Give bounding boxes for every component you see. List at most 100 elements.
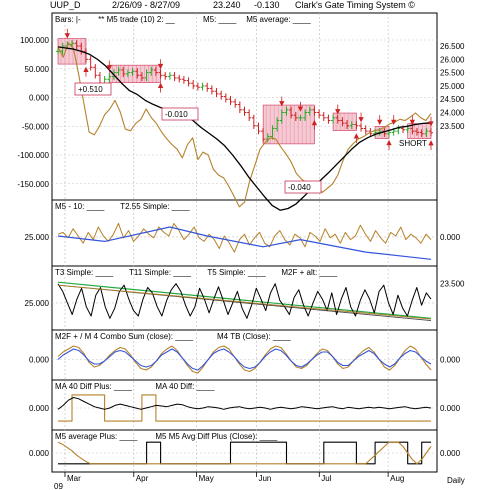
t3-legend-2: T11 Simple: ____ <box>129 268 192 277</box>
price-bar-25 <box>167 72 172 80</box>
price-bar-24 <box>163 72 168 80</box>
price-bar-46 <box>265 133 270 143</box>
trade-box-3 <box>262 104 315 145</box>
price-right-tick-5: 24.500 <box>440 95 465 104</box>
price-bar-80 <box>424 127 429 137</box>
price-legend-3: M5: ____ <box>203 15 237 24</box>
sell-arrow-8 <box>377 115 383 126</box>
m4-tb-line <box>57 348 432 371</box>
price-bar-7 <box>83 48 88 63</box>
price-bar-67 <box>363 125 368 135</box>
price-bar-57 <box>317 109 322 119</box>
m5-line <box>57 42 432 208</box>
panel-frame-2 <box>51 199 438 267</box>
price-bar-33 <box>205 82 210 92</box>
t3-left-tick-1: 25.000 <box>25 299 50 308</box>
m2f-legend-1: M2F + / M 4 Combo Sum (close): ____ <box>55 332 194 341</box>
price-bar-31 <box>195 82 200 91</box>
price-bar-56 <box>312 106 317 116</box>
ma40-legend-2: MA 40 Diff: ____ <box>155 382 215 391</box>
price-left-tick-2: 50.000 <box>25 65 50 74</box>
price-bar-12 <box>107 73 112 83</box>
price-right-tick-7: 23.500 <box>440 122 465 131</box>
price-bar-27 <box>177 74 182 83</box>
cover-arrow-3 <box>311 119 318 130</box>
ma40-diff-plus-line <box>58 394 431 422</box>
m5avgplus-left-tick-1: 0.000 <box>29 449 50 458</box>
m5-10-line <box>57 222 432 253</box>
orange-trend-line <box>57 284 432 320</box>
m5avgplus-right-tick-1: 0.000 <box>440 449 461 458</box>
price-legend-2: ** M5 trade (10) 2: __ <box>98 15 175 24</box>
t3-legend-4: M2F + alt: ____ <box>281 268 337 277</box>
m2f-right-tick-1: 0.000 <box>440 356 461 365</box>
m2f-legend-2: M4 TB (Close): ____ <box>217 332 291 341</box>
price-bar-20 <box>144 69 149 82</box>
price-bar-15 <box>121 66 126 78</box>
price-bar-28 <box>181 76 186 84</box>
month-label-4: Jun <box>258 474 271 483</box>
price-bar-39 <box>233 98 238 108</box>
price-bar-38 <box>228 96 233 106</box>
price-right-tick-3: 25.500 <box>440 69 465 78</box>
price-bar-5 <box>74 40 79 50</box>
ma40-legend-1: MA 40 Diff Plus: ____ <box>55 382 132 391</box>
ma40-right-tick-1: 0.000 <box>440 404 461 413</box>
price-bar-59 <box>326 114 331 124</box>
cover-arrow-1 <box>83 66 89 77</box>
header-date-range: 2/26/09 - 8/27/09 <box>112 0 181 10</box>
price-bar-34 <box>209 85 214 95</box>
header-system: Clark's Gate Timing System © <box>295 0 415 10</box>
t3-right-tick-1: 23.500 <box>440 280 465 289</box>
price-bar-40 <box>237 101 242 114</box>
price-bar-42 <box>247 109 252 122</box>
price-right-tick-2: 26.000 <box>440 55 465 64</box>
price-bar-9 <box>93 64 98 79</box>
month-label-6: Aug <box>390 474 404 483</box>
price-bar-37 <box>223 93 228 103</box>
combo-sum-line <box>57 345 432 374</box>
cover-arrow-4 <box>353 133 360 144</box>
price-right-tick-4: 25.000 <box>440 82 465 91</box>
price-bar-81 <box>429 127 433 136</box>
annotation-2: -0.010 <box>165 110 188 119</box>
cover-arrow-6 <box>428 140 434 151</box>
month-label-5: Jul <box>321 474 331 483</box>
price-bar-30 <box>191 80 196 90</box>
t3-line <box>57 283 432 319</box>
price-bar-36 <box>219 90 224 100</box>
sell-arrow-4 <box>279 96 285 107</box>
price-bar-54 <box>303 109 308 122</box>
price-bar-74 <box>396 125 401 135</box>
price-bar-51 <box>289 106 294 119</box>
price-bar-19 <box>139 72 144 82</box>
price-bar-64 <box>349 121 354 129</box>
price-bar-45 <box>261 127 266 143</box>
price-bar-21 <box>149 66 154 76</box>
price-bar-79 <box>419 129 424 137</box>
price-bar-14 <box>116 66 121 76</box>
period-label: Daily <box>447 476 465 485</box>
sell-arrow-11 <box>428 116 434 127</box>
annotation-3: -0.040 <box>288 183 311 192</box>
price-bar-47 <box>270 125 275 140</box>
price-right-tick-1: 26.500 <box>440 42 465 51</box>
price-bar-22 <box>153 66 158 76</box>
annotation-box-2 <box>161 107 199 121</box>
sell-arrow-6 <box>335 104 341 115</box>
sell-arrow-3 <box>157 59 164 70</box>
price-legend-1: Bars: |- <box>55 15 81 24</box>
price-bar-65 <box>354 121 359 129</box>
month-label-2: Apr <box>136 474 149 483</box>
price-bar-17 <box>130 68 135 76</box>
sell-arrow-2 <box>106 60 112 71</box>
panel-frame-1 <box>51 12 438 201</box>
month-label-1: Mar <box>67 474 81 483</box>
price-left-tick-4: -50.000 <box>22 122 50 131</box>
price-bar-61 <box>335 114 340 124</box>
t3-legend-3: T5 Simple: ____ <box>207 268 266 277</box>
sell-arrow-5 <box>297 101 304 112</box>
m5avgplus-legend-2: M5 M5 Avg Diff Plus (Close): ____ <box>155 432 278 441</box>
price-left-tick-3: 0.000 <box>29 94 50 103</box>
